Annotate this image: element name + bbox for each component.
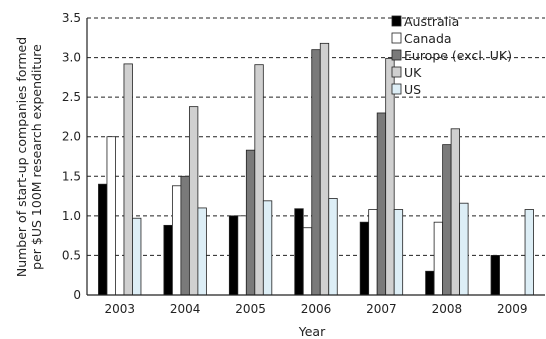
bar-australia-2007 — [359, 221, 370, 296]
legend-label: Europe (excl. UK) — [404, 48, 512, 63]
x-tick-label: 2006 — [301, 302, 332, 316]
grid-lines — [87, 17, 545, 256]
bar-australia-2008 — [425, 270, 435, 296]
bar-uk-2008 — [450, 128, 461, 296]
bar-us-2007 — [393, 209, 404, 296]
bar-australia-2006 — [294, 208, 304, 296]
x-tick-label: 2003 — [104, 302, 135, 316]
legend-label: Canada — [404, 31, 452, 46]
bar-canada-2004 — [171, 185, 182, 296]
bar-europe-excl-uk-2004 — [180, 175, 190, 296]
bar-canada-2005 — [237, 215, 247, 296]
legend-swatch — [391, 49, 402, 61]
bar-us-2005 — [262, 200, 273, 296]
legend-swatch — [391, 32, 402, 44]
y-tick-label: 0 — [73, 288, 81, 302]
bar-canada-2007 — [368, 209, 378, 296]
x-axis-title: Year — [298, 324, 326, 339]
bar-canada-2006 — [302, 227, 313, 296]
bar-australia-2003 — [98, 183, 108, 296]
bar-australia-2009 — [490, 255, 500, 296]
y-tick-label: 3.0 — [62, 51, 81, 65]
y-axis-title-line-1: Number of start-up companies formed — [14, 37, 29, 277]
legend-label: US — [404, 82, 421, 97]
bar-europe-excl-uk-2005 — [245, 149, 256, 296]
bar-uk-2004 — [188, 106, 199, 296]
legend: Australia Canada Europe (excl. UK) UK US — [391, 14, 512, 97]
legend-swatch — [391, 66, 402, 78]
x-tick-labels: 2003 2004 2005 2006 2007 2008 2009 — [104, 302, 527, 316]
bar-uk-2005 — [254, 64, 264, 296]
axes — [86, 18, 545, 296]
legend-label: Australia — [404, 14, 459, 29]
bar-uk-2006 — [319, 42, 330, 296]
bar-australia-2005 — [228, 215, 239, 296]
y-tick-label: 0.5 — [62, 248, 81, 262]
bar-europe-excl-uk-2008 — [442, 144, 452, 296]
y-tick-label: 2.0 — [62, 130, 81, 144]
bar-canada-2003 — [106, 136, 116, 296]
legend-label: UK — [404, 65, 422, 80]
y-tick-labels: 0 0.5 1.0 1.5 2.0 2.5 3.0 3.5 — [62, 11, 81, 302]
bar-us-2006 — [328, 198, 338, 296]
bar-canada-2008 — [433, 221, 444, 296]
y-tick-label: 3.5 — [62, 11, 81, 25]
y-tick-label: 1.0 — [62, 209, 81, 223]
bar-australia-2004 — [163, 224, 173, 296]
bar-uk-2003 — [123, 63, 133, 296]
x-tick-label: 2004 — [170, 302, 201, 316]
bar-us-2009 — [524, 209, 534, 296]
y-tick-label: 1.5 — [62, 169, 81, 183]
bar-us-2008 — [459, 202, 469, 296]
x-tick-label: 2005 — [235, 302, 266, 316]
legend-swatch — [391, 83, 402, 95]
x-tick-label: 2009 — [497, 302, 528, 316]
bars — [98, 42, 534, 296]
x-tick-label: 2008 — [432, 302, 463, 316]
bar-us-2003 — [132, 217, 142, 296]
bar-europe-excl-uk-2006 — [311, 49, 321, 296]
y-tick-label: 2.5 — [62, 90, 81, 104]
bar-europe-excl-uk-2007 — [376, 112, 387, 296]
legend-swatch — [391, 15, 402, 27]
bar-us-2004 — [197, 207, 207, 296]
y-axis-title-line-2: per $US 100M research expenditure — [29, 44, 44, 270]
x-tick-label: 2007 — [366, 302, 397, 316]
